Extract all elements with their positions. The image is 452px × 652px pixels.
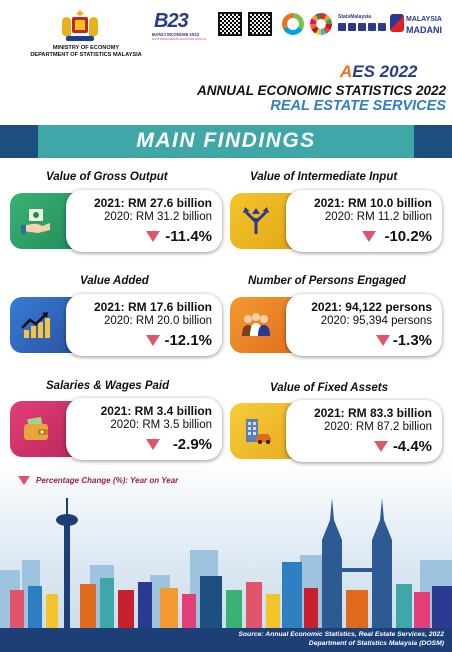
percentage-change: -4.4% <box>392 438 432 455</box>
value-2021: 2021: RM 17.6 billion <box>93 300 212 314</box>
percentage-change: -12.1% <box>164 332 212 349</box>
banci-caption: BANCI EKONOMI 2023 <box>152 32 200 37</box>
decrease-arrow-icon <box>376 335 390 346</box>
page-title: ANNUAL ECONOMIC STATISTICS 2022 <box>196 83 446 98</box>
finding-card-gross-output: 2021: RM 27.6 billion 2020: RM 31.2 bill… <box>10 190 222 252</box>
finding-card-value-added: 2021: RM 17.6 billion 2020: RM 20.0 bill… <box>10 294 222 356</box>
partner-logos: B23 BANCI EKONOMI 2023 DATA PENGGERAK EK… <box>152 10 448 44</box>
money-hand-icon <box>21 209 50 234</box>
value-2020: 2020: RM 11.2 billion <box>324 211 432 223</box>
value-2020: 2020: RM 3.5 billion <box>110 419 212 431</box>
source-line1: Source: Annual Economic Statistics, Real… <box>238 631 444 638</box>
people-group-icon <box>242 313 270 336</box>
finding-title: Salaries & Wages Paid <box>46 380 170 392</box>
banner-text: MAIN FINDINGS <box>136 129 316 152</box>
source-footer: Source: Annual Economic Statistics, Real… <box>0 628 452 652</box>
decrease-arrow-icon <box>146 439 160 450</box>
finding-card-fixed-assets: 2021: RM 83.3 billion 2020: RM 87.2 bill… <box>230 400 442 462</box>
legend-text: Percentage Change (%): Year on Year <box>36 476 179 485</box>
decrease-arrow-icon <box>374 441 388 452</box>
department-line: DEPARTMENT OF STATISTICS MALAYSIA <box>30 52 142 58</box>
email-icon <box>378 23 386 31</box>
source-line2: Department of Statistics Malaysia (DOSM) <box>308 640 444 647</box>
twitter-icon <box>358 23 366 31</box>
madani-mark-icon <box>390 14 404 32</box>
finding-title: Number of Persons Engaged <box>248 275 406 287</box>
aes-logo: AES 2022 <box>340 62 418 82</box>
finding-box: 2021: RM 3.4 billion 2020: RM 3.5 billio… <box>66 398 222 460</box>
arrows-split-icon <box>242 207 270 234</box>
madani-line2: MADANI <box>406 25 442 35</box>
madani-line1: MALAYSIA <box>406 16 442 23</box>
facebook-icon <box>338 23 346 31</box>
value-2021: 2021: RM 3.4 billion <box>100 404 212 418</box>
header: MINISTRY OF ECONOMY DEPARTMENT OF STATIS… <box>0 0 452 70</box>
ministry-label: MINISTRY OF ECONOMY DEPARTMENT OF STATIS… <box>6 45 166 59</box>
value-2021: 2021: RM 83.3 billion <box>313 406 432 420</box>
value-2020: 2020: RM 31.2 billion <box>103 211 212 223</box>
finding-card-salaries-wages: 2021: RM 3.4 billion 2020: RM 3.5 billio… <box>10 398 222 460</box>
value-2020: 2020: RM 87.2 billion <box>323 421 432 433</box>
finding-card-intermediate-input: 2021: RM 10.0 billion 2020: RM 11.2 bill… <box>230 190 442 252</box>
malaysia-crest-icon <box>62 10 98 41</box>
banci-number: B23 <box>154 10 189 32</box>
percentage-change: -10.2% <box>384 228 432 245</box>
malaysia-madani-logo: MALAYSIA MADANI <box>390 12 450 40</box>
finding-title: Value of Gross Output <box>46 171 168 183</box>
aes-logo-rest: ES 2022 <box>352 62 418 81</box>
page-subtitle: REAL ESTATE SERVICES <box>270 98 446 114</box>
finding-title: Value Added <box>80 275 149 287</box>
qr-code-icon <box>248 12 272 36</box>
banci-logo: B23 BANCI EKONOMI 2023 DATA PENGGERAK EK… <box>152 10 212 41</box>
stats-malaysia-social: StatsMalaysia <box>338 14 388 31</box>
ministry-line: MINISTRY OF ECONOMY <box>52 45 120 51</box>
finding-title: Value of Intermediate Input <box>250 171 398 183</box>
building-car-icon <box>246 419 271 444</box>
finding-box: 2021: RM 17.6 billion 2020: RM 20.0 bill… <box>66 294 222 356</box>
banci-subcaption: DATA PENGGERAK EKONOMI DIGITAL <box>152 37 207 41</box>
value-2021: 2021: 94,122 persons <box>311 300 432 314</box>
aes-logo-prefix: A <box>340 62 353 81</box>
decrease-arrow-icon <box>18 476 30 486</box>
finding-box: 2021: 94,122 persons 2020: 95,394 person… <box>286 294 442 356</box>
decrease-arrow-icon <box>146 335 160 346</box>
sdg-wheel-icon <box>310 13 332 35</box>
legend: Percentage Change (%): Year on Year <box>18 476 179 486</box>
value-2020: 2020: RM 20.0 billion <box>103 315 212 327</box>
finding-box: 2021: RM 10.0 billion 2020: RM 11.2 bill… <box>286 190 442 252</box>
finding-box: 2021: RM 83.3 billion 2020: RM 87.2 bill… <box>286 400 442 462</box>
finding-box: 2021: RM 27.6 billion 2020: RM 31.2 bill… <box>66 190 222 252</box>
percentage-change: -11.4% <box>165 228 212 245</box>
decrease-arrow-icon <box>146 231 160 242</box>
stats-malaysia-label: StatsMalaysia <box>338 14 372 20</box>
instagram-icon <box>348 23 356 31</box>
kuala-lumpur-skyline-illustration <box>0 498 452 630</box>
decrease-arrow-icon <box>362 231 376 242</box>
value-2021: 2021: RM 27.6 billion <box>93 196 212 210</box>
ring-logo-icon <box>282 13 304 35</box>
main-findings-banner: MAIN FINDINGS <box>0 125 452 158</box>
finding-card-persons-engaged: 2021: 94,122 persons 2020: 95,394 person… <box>230 294 442 356</box>
youtube-icon <box>368 23 376 31</box>
value-2021: 2021: RM 10.0 billion <box>313 196 432 210</box>
growth-chart-icon <box>21 312 50 338</box>
value-2020: 2020: 95,394 persons <box>320 315 432 327</box>
finding-title: Value of Fixed Assets <box>270 382 389 394</box>
percentage-change: -2.9% <box>172 436 212 453</box>
wallet-icon <box>24 416 48 440</box>
qr-code-icon <box>218 12 242 36</box>
percentage-change: -1.3% <box>392 332 432 349</box>
